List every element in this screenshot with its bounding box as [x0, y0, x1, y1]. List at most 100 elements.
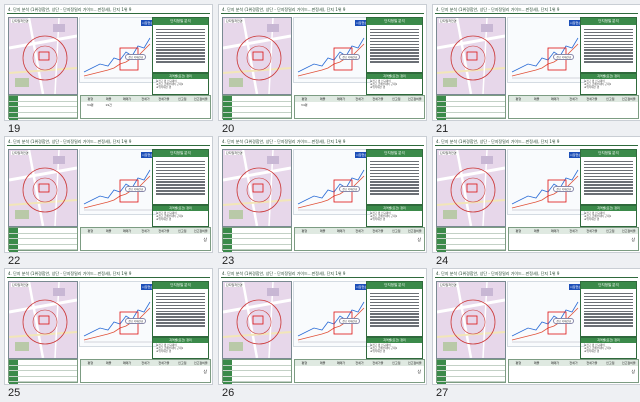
- map-image: 단지밀착전경: [222, 281, 292, 359]
- text-line: [370, 37, 419, 39]
- table-row: [437, 365, 505, 372]
- slide-number: 23: [222, 255, 235, 267]
- text-line: [584, 169, 633, 171]
- row-key: [223, 96, 232, 101]
- slide-canvas[interactable]: 4. 단지 분석 (1위경합안, 상단 - 단지정밀리 가이드...판정세), …: [218, 136, 427, 253]
- text-line: [156, 49, 205, 51]
- table-row: [437, 244, 505, 251]
- column-header: 매매가: [336, 97, 346, 101]
- info-table: 평형 매물 매매가 전세가 전세가율 인고점 인고점비율 34평 19건: [8, 95, 211, 120]
- price-chart: 시장현상 전고 기대신규: [293, 17, 371, 83]
- table-row: [223, 382, 291, 384]
- title-divider: [435, 145, 638, 146]
- table-row: [223, 371, 291, 377]
- price-chart: 시장현상 전고 기대신규: [507, 17, 585, 83]
- slide-canvas[interactable]: 4. 단지 분석 (1위경합안, 상단 - 단지정밀리 가이드...판정세), …: [218, 4, 427, 121]
- summary-heading: 지역별(요건) 정리: [367, 74, 422, 79]
- row-key: [9, 233, 18, 239]
- analysis-text-lines: [367, 157, 422, 198]
- table-row: [437, 233, 505, 240]
- chart-pill: 전고 기대신규: [125, 318, 146, 324]
- text-line: [370, 190, 419, 192]
- column-header: 전세가: [355, 361, 364, 365]
- column-header: 전세가: [355, 97, 364, 101]
- chart-pill: 전고 기대신규: [553, 318, 574, 324]
- text-line: [370, 193, 419, 195]
- summary-line: ★전고 급매수대비 근대1: [156, 215, 184, 219]
- text-line: [584, 166, 633, 168]
- map-graphic: [223, 150, 291, 226]
- slide-number: 24: [436, 255, 449, 267]
- table-row: [9, 250, 77, 252]
- table-cell: 34평: [300, 103, 308, 107]
- text-line: [156, 313, 205, 315]
- table-row: [437, 371, 505, 377]
- title-divider: [221, 145, 424, 146]
- map-label: 단지밀착전경: [11, 283, 30, 287]
- table-row: [437, 376, 505, 383]
- table-row: [437, 382, 505, 384]
- table-cell: [173, 102, 191, 108]
- info-table: 평형 매물 매매가 전세가 전세가율 인고점 인고점비율 상: [222, 359, 425, 384]
- text-line: [156, 322, 205, 324]
- slide-canvas[interactable]: 4. 단지 분석 (1위경합안, 상단 - 단지정밀리 가이드...판정세), …: [432, 136, 640, 253]
- column-header: 전세가율: [372, 97, 384, 101]
- text-line: [370, 187, 419, 189]
- summary-heading: 지역별(요건) 정리: [581, 74, 636, 79]
- analysis-text-lines: [367, 289, 422, 330]
- grade-label: 상: [417, 369, 421, 374]
- column-header: 전세가: [141, 361, 150, 365]
- column-header: 평형: [515, 361, 521, 365]
- table-row: [437, 101, 505, 108]
- column-header: 전세가: [569, 97, 578, 101]
- table-cell: [136, 102, 154, 108]
- chart-tag: 시장현상: [354, 152, 368, 158]
- table-cell: 34평: [86, 103, 94, 107]
- row-key: [9, 371, 18, 376]
- info-table-left: [436, 359, 506, 384]
- analysis-textbox: 단지정밀 분석: [152, 17, 209, 73]
- map-label: 단지밀착전경: [225, 151, 244, 155]
- price-table-header: 평형 매물 매매가 전세가 전세가율 인고점 인고점비율: [509, 228, 638, 234]
- row-key: [9, 360, 18, 365]
- summary-box: 지역별(요건) 정리 ★전고 갭 신규대비 ★전고 급매수대비 근대1 ★위탁재…: [366, 73, 423, 95]
- price-chart-graphic: [83, 37, 152, 79]
- text-line: [584, 187, 633, 189]
- slide-canvas[interactable]: 4. 단지 분석 (1위경합안, 상단 - 단지정밀리 가이드...판정세), …: [218, 268, 427, 385]
- summary-line: ★전고 급매수대비 근대1: [156, 347, 184, 351]
- text-line: [156, 301, 205, 303]
- text-line: [156, 316, 205, 318]
- text-line: [156, 43, 205, 45]
- text-line: [370, 316, 419, 318]
- text-line: [584, 178, 633, 180]
- column-header: 매매가: [336, 361, 346, 365]
- grade-label: 상: [631, 369, 635, 374]
- table-cell: [369, 102, 387, 108]
- row-key: [223, 360, 232, 365]
- summary-heading: 지역별(요건) 정리: [367, 206, 422, 211]
- row-key: [437, 118, 446, 120]
- summary-line: ★전고 갭 신규대비: [156, 212, 177, 215]
- price-chart-graphic: [511, 301, 580, 343]
- map-label: 단지밀착전경: [11, 19, 30, 23]
- text-line: [584, 184, 633, 186]
- column-header: 매물: [105, 361, 112, 365]
- table-cell: [406, 102, 424, 108]
- text-line: [370, 40, 419, 42]
- title-divider: [221, 13, 424, 14]
- row-key: [437, 239, 446, 244]
- slide-canvas[interactable]: 4. 단지 분석 (1위경합안, 상단 - 단지정밀리 가이드...판정세), …: [4, 136, 213, 253]
- slide-canvas[interactable]: 4. 단지 분석 (1위경합안, 상단 - 단지정밀리 가이드...판정세), …: [4, 268, 213, 385]
- text-line: [370, 55, 419, 57]
- summary-line: ★전고 급매수대비 근대1: [156, 83, 184, 87]
- slide-canvas[interactable]: 4. 단지 분석 (1위경합안, 상단 - 단지정밀리 가이드...판정세), …: [432, 268, 640, 385]
- analysis-textbox: 단지정밀 분석: [580, 281, 637, 337]
- slide-canvas[interactable]: 4. 단지 분석 (1위경합안, 상단 - 단지정밀리 가이드...판정세), …: [4, 4, 213, 121]
- price-table-header: 평형 매물 매매가 전세가 전세가율 인고점 인고점비율: [295, 360, 424, 366]
- slide-canvas[interactable]: 4. 단지 분석 (1위경합안, 상단 - 단지정밀리 가이드...판정세), …: [432, 4, 640, 121]
- map-graphic: [223, 18, 291, 94]
- price-table: 평형 매물 매매가 전세가 전세가율 인고점 인고점비율: [80, 227, 211, 251]
- column-header: 인고점: [606, 361, 615, 365]
- price-chart-graphic: [297, 37, 366, 79]
- text-line: [584, 298, 633, 300]
